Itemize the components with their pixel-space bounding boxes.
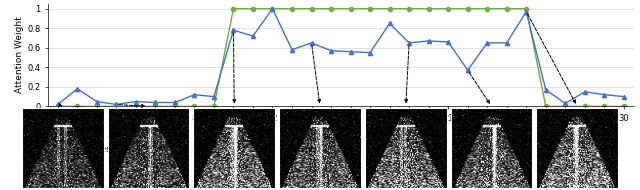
X-axis label: Frames: Frames: [79, 145, 111, 154]
Y-axis label: Attention Weight: Attention Weight: [15, 17, 24, 93]
